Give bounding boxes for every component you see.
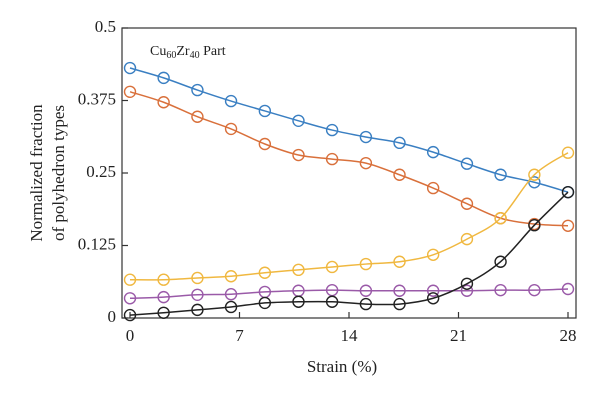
- data-point: [359, 297, 373, 311]
- data-point: [393, 168, 406, 181]
- y-tick-label: 0: [108, 307, 117, 326]
- data-point: [426, 181, 440, 195]
- data-point: [123, 61, 137, 75]
- data-point: [494, 168, 507, 181]
- data-point: [460, 277, 474, 290]
- data-point: [359, 130, 373, 144]
- data-point: [157, 290, 170, 304]
- data-point: [359, 156, 373, 170]
- y-tick-label: 0.25: [86, 162, 116, 181]
- data-point: [359, 284, 373, 297]
- data-point: [191, 271, 204, 285]
- data-point: [157, 96, 170, 109]
- x-tick-label: 14: [341, 326, 359, 345]
- data-point: [191, 288, 204, 301]
- series-line: [129, 152, 569, 281]
- data-point: [528, 218, 541, 232]
- data-point: [292, 114, 305, 128]
- data-point: [325, 295, 339, 308]
- data-point: [325, 152, 339, 166]
- data-point: [460, 157, 474, 170]
- data-point: [460, 284, 474, 297]
- data-point: [224, 288, 238, 301]
- series-line: [129, 91, 569, 227]
- x-tick-label: 21: [450, 326, 467, 345]
- data-point: [224, 300, 238, 314]
- data-point: [157, 306, 170, 319]
- data-point: [191, 83, 204, 97]
- annotation-part: Zr: [176, 44, 190, 59]
- data-point: [224, 94, 238, 108]
- data-point: [460, 197, 474, 210]
- data-point: [561, 146, 575, 159]
- annotation: Cu60Zr40 Part: [150, 44, 226, 61]
- data-point: [157, 71, 170, 85]
- data-point: [528, 176, 541, 189]
- x-axis-label: Strain (%): [307, 357, 377, 376]
- data-point: [561, 219, 575, 232]
- annotation-part: 60: [166, 50, 176, 61]
- x-tick-label: 7: [235, 326, 244, 345]
- series-line: [129, 191, 569, 316]
- data-point: [191, 303, 204, 317]
- data-point: [292, 263, 305, 277]
- data-point: [393, 284, 406, 297]
- data-point: [528, 168, 541, 181]
- y-axis-label: of polyhedron types: [49, 105, 68, 241]
- data-point: [224, 122, 238, 136]
- data-point: [325, 123, 339, 137]
- data-point: [191, 110, 204, 123]
- data-point: [258, 296, 272, 310]
- data-point: [123, 85, 137, 99]
- data-point: [528, 283, 541, 297]
- data-point: [426, 248, 440, 261]
- data-point: [494, 255, 507, 268]
- series-line: [129, 67, 569, 193]
- data-point: [393, 255, 406, 268]
- data-point: [561, 282, 575, 296]
- data-point: [393, 136, 406, 150]
- data-point: [561, 185, 575, 199]
- data-point: [224, 270, 238, 283]
- data-point: [494, 212, 507, 225]
- y-tick-label: 0.5: [95, 17, 116, 36]
- annotation-part: Cu: [150, 44, 166, 59]
- y-tick-label: 0.375: [78, 89, 116, 108]
- x-tick-label: 0: [126, 326, 135, 345]
- series-line: [129, 288, 569, 300]
- data-point: [393, 297, 406, 311]
- data-point: [258, 104, 272, 118]
- y-tick-label: 0.125: [78, 234, 116, 253]
- data-point: [258, 137, 272, 151]
- data-point: [157, 273, 170, 286]
- data-point: [258, 266, 272, 279]
- annotation-part: Part: [200, 44, 226, 59]
- data-point: [123, 292, 137, 305]
- data-point: [494, 283, 507, 297]
- data-point: [426, 292, 440, 305]
- data-point: [123, 273, 137, 286]
- data-point: [426, 145, 440, 159]
- data-point: [325, 260, 339, 274]
- plot-frame: [121, 27, 577, 319]
- data-point: [460, 232, 474, 246]
- annotation-part: 40: [190, 50, 200, 61]
- y-axis-label: Normalized fraction: [27, 104, 46, 242]
- x-tick-label: 28: [560, 326, 577, 345]
- data-point: [292, 295, 305, 308]
- data-point: [292, 148, 305, 162]
- data-point: [359, 257, 373, 271]
- data-point: [123, 308, 137, 322]
- data-point: [426, 284, 440, 297]
